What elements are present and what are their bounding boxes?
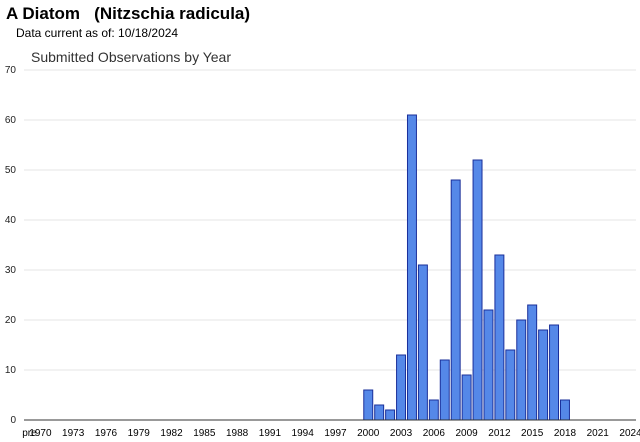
x-tick-label: 1970	[29, 428, 52, 439]
x-tick-label: 2000	[357, 428, 380, 439]
y-tick-label: 60	[5, 115, 17, 126]
y-tick-label: 30	[5, 265, 17, 276]
x-tick-label: 1979	[128, 428, 151, 439]
bar-2008	[450, 179, 461, 421]
x-tick-label: 1976	[95, 428, 118, 439]
x-tick-label: 1997	[324, 428, 347, 439]
y-tick-label: 40	[5, 215, 17, 226]
x-tick-label: 2006	[423, 428, 446, 439]
y-tick-label: 10	[5, 365, 17, 376]
y-tick-label: 50	[5, 165, 17, 176]
bar-2011	[483, 309, 494, 421]
bar-2010	[472, 159, 483, 421]
bars	[363, 114, 570, 421]
y-tick-label: 70	[5, 65, 17, 76]
grid-lines	[24, 69, 636, 371]
x-tick-label: 2015	[521, 428, 544, 439]
bar-2000	[363, 389, 374, 421]
x-tick-label: 1994	[292, 428, 315, 439]
bar-2004	[406, 114, 417, 421]
bar-2001	[374, 404, 385, 421]
bar-2013	[505, 349, 516, 421]
bar-2016	[538, 329, 549, 421]
bar-2018	[559, 399, 570, 421]
x-tick-label: 2024	[619, 428, 640, 439]
x-tick-label: 2021	[587, 428, 610, 439]
bar-2017	[549, 324, 560, 421]
x-tick-label: 2018	[554, 428, 577, 439]
x-tick-label: 1985	[193, 428, 216, 439]
bar-2005	[417, 264, 428, 421]
bar-2014	[516, 319, 527, 421]
data-current-note: Data current as of: 10/18/2024	[16, 26, 179, 40]
bar-2002	[385, 409, 396, 421]
bar-2009	[461, 374, 472, 421]
y-axis-ticks: 0 10 20 30 40 50 60 70	[5, 65, 17, 426]
bar-2012	[494, 254, 505, 421]
page-title: A Diatom (Nitzschia radicula)	[6, 4, 251, 23]
x-tick-label: 2012	[488, 428, 511, 439]
bar-2006	[428, 399, 439, 421]
y-tick-label: 20	[5, 315, 17, 326]
bar-2015	[527, 304, 538, 421]
y-tick-label: 0	[10, 415, 16, 426]
x-tick-label: pre	[22, 428, 37, 439]
x-tick-label: 1973	[62, 428, 85, 439]
x-tick-label: 1991	[259, 428, 282, 439]
x-tick-label: 1988	[226, 428, 249, 439]
chart-title: Submitted Observations by Year	[31, 49, 231, 65]
x-tick-label: 2003	[390, 428, 413, 439]
x-tick-label: 1982	[160, 428, 183, 439]
x-tick-label: 2009	[455, 428, 478, 439]
bar-2003	[396, 354, 407, 421]
bar-2007	[439, 359, 450, 421]
